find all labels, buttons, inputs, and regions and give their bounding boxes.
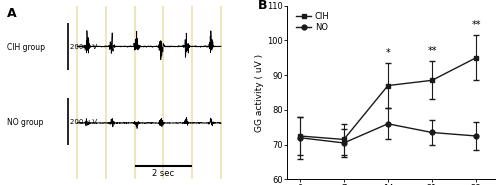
Text: **: ** — [472, 20, 481, 30]
Text: **: ** — [428, 46, 437, 56]
Text: *: * — [386, 48, 390, 58]
Legend: CIH, NO: CIH, NO — [293, 9, 333, 36]
Text: 2 sec: 2 sec — [152, 169, 174, 178]
Text: B: B — [258, 0, 268, 12]
Text: NO group: NO group — [7, 117, 44, 127]
Text: CIH group: CIH group — [7, 43, 45, 52]
Text: 200 μ V: 200 μ V — [70, 119, 98, 125]
Text: 200 μ V: 200 μ V — [70, 44, 98, 50]
Text: A: A — [7, 7, 17, 20]
Y-axis label: GG activity ( uV ): GG activity ( uV ) — [256, 53, 264, 132]
